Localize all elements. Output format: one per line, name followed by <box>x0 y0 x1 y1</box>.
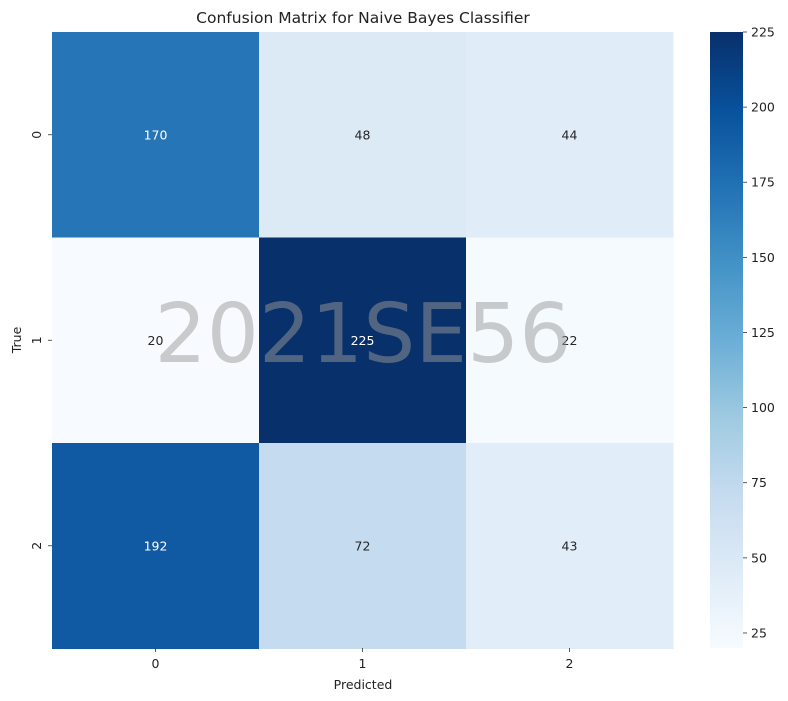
cell-value-label: 22 <box>562 333 578 348</box>
x-tick-label: 1 <box>359 656 367 671</box>
cell-value-label: 20 <box>148 333 164 348</box>
colorbar-tick-label: 125 <box>751 325 775 340</box>
colorbar-tick-label: 75 <box>751 475 767 490</box>
colorbar-tick-label: 25 <box>751 625 767 640</box>
heatmap-cell <box>52 237 260 444</box>
colorbar-tick-label: 175 <box>751 175 775 190</box>
heatmap-cell <box>259 32 467 238</box>
colorbar-ticks: 25 50 75 100 125 150 175 200 225 <box>743 25 775 640</box>
colorbar <box>710 32 743 648</box>
heatmap-cell <box>259 237 467 444</box>
cell-value-label: 43 <box>562 538 578 553</box>
colorbar-tick-label: 50 <box>751 550 767 565</box>
x-axis-label: Predicted <box>334 677 393 692</box>
cell-value-label: 170 <box>144 127 168 142</box>
cell-value-label: 72 <box>355 538 371 553</box>
colorbar-tick-label: 150 <box>751 250 775 265</box>
colorbar-tick-label: 200 <box>751 100 775 115</box>
y-axis-ticks: 0 1 2 <box>29 131 52 550</box>
heatmap-cell <box>466 443 674 649</box>
cell-value-label: 225 <box>351 333 375 348</box>
watermark-text: 2021SE56 <box>155 287 572 382</box>
cell-value-label: 44 <box>562 127 578 142</box>
cell-value-label: 48 <box>355 127 371 142</box>
heatmap-cells <box>52 32 674 649</box>
y-tick-label: 1 <box>29 336 44 344</box>
heatmap-cell <box>52 443 260 649</box>
heatmap-cell <box>259 443 467 649</box>
cell-value-label: 192 <box>144 538 168 553</box>
y-tick-label: 2 <box>29 542 44 550</box>
x-axis-ticks: 0 1 2 <box>152 648 574 671</box>
colorbar-tick-label: 100 <box>751 400 775 415</box>
y-tick-label: 0 <box>29 131 44 139</box>
heatmap-cell <box>52 32 260 238</box>
chart-title: Confusion Matrix for Naive Bayes Classif… <box>196 9 530 27</box>
colorbar-tick-label: 225 <box>751 25 775 40</box>
y-axis-label: True <box>9 326 24 354</box>
x-tick-label: 2 <box>566 656 574 671</box>
x-tick-label: 0 <box>152 656 160 671</box>
heatmap-cell <box>466 32 674 238</box>
heatmap-cell <box>466 237 674 444</box>
cell-labels: 170 48 44 20 225 22 192 72 43 <box>144 127 578 553</box>
